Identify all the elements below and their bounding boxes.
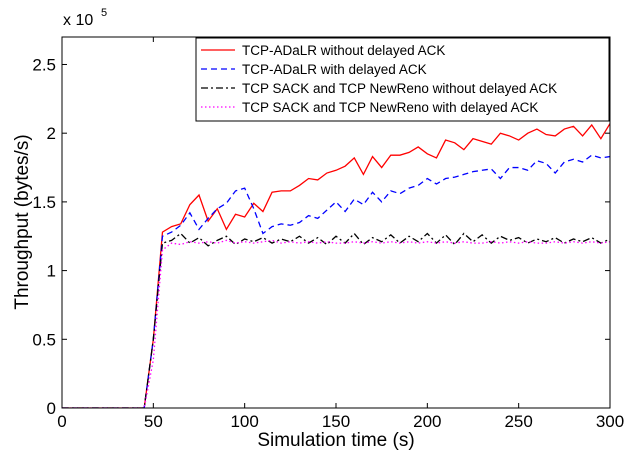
legend-label-2: TCP-ADaLR with delayed ACK	[242, 62, 427, 77]
y-tick-label: 0.5	[32, 330, 56, 349]
plot-area	[62, 123, 610, 408]
legend: TCP-ADaLR without delayed ACK TCP-ADaLR w…	[195, 37, 610, 122]
legend-label-4: TCP SACK and TCP NewReno with delayed AC…	[242, 100, 538, 115]
x-tick-label: 150	[322, 412, 350, 431]
series-line-4	[62, 239, 610, 408]
x-tick-label: 100	[230, 412, 258, 431]
series-layer	[62, 123, 610, 408]
series-line-2	[62, 154, 610, 408]
x-tick-label: 250	[504, 412, 532, 431]
y-tick-label: 2	[47, 124, 56, 143]
y-multiplier: x 10 5	[63, 7, 107, 29]
legend-label-3: TCP SACK and TCP NewReno without delayed…	[242, 81, 557, 96]
y-axis-label: Throughput (bytes/s)	[12, 134, 33, 309]
legend-label-1: TCP-ADaLR without delayed ACK	[242, 43, 445, 58]
y-tick-label: 2.5	[32, 55, 56, 74]
y-tick-label: 1	[47, 262, 56, 281]
x-tick-label: 0	[57, 412, 66, 431]
x-tick-label: 200	[413, 412, 441, 431]
legend-box	[195, 37, 610, 122]
y-multiplier-exponent: 5	[101, 7, 107, 19]
y-multiplier-base: x 10	[63, 12, 93, 29]
y-tick-label: 0	[47, 399, 56, 418]
x-axis-label: Simulation time (s)	[257, 430, 414, 451]
x-tick-label: 50	[144, 412, 163, 431]
x-tick-label: 300	[596, 412, 624, 431]
y-tick-label: 1.5	[32, 193, 56, 212]
